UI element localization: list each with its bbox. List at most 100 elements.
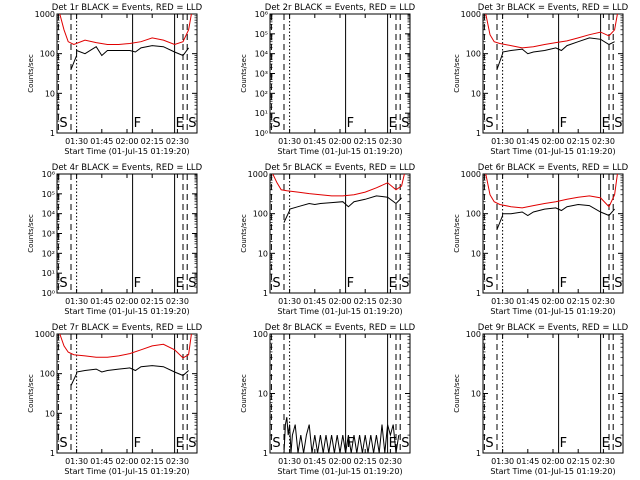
panel-title: Det 3r BLACK = Events, RED = LLD [478, 3, 629, 13]
x-tick-label: 02:00 [541, 297, 564, 306]
event-marker-label: S [614, 436, 622, 451]
y-tick-label: 10² [255, 89, 268, 98]
x-axis-label: Start Time (01-Jul-15 01:19:20) [64, 147, 189, 156]
x-axis-label: Start Time (01-Jul-15 01:19:20) [64, 467, 189, 476]
detector-panel-3: Det 3r BLACK = Events, RED = LLD 1 10 100 10… [453, 3, 629, 156]
event-marker-label: S [59, 436, 67, 451]
y-tick-label: 10 [471, 89, 481, 98]
y-tick-label: 100 [253, 210, 268, 219]
panel-title: Det 4r BLACK = Events, RED = LLD [52, 163, 203, 173]
y-tick-label: 1000 [35, 10, 55, 19]
x-tick-label: 01:30 [65, 137, 88, 146]
y-tick-label: 1 [263, 449, 268, 458]
event-marker-label: S [401, 436, 409, 451]
y-tick-label: 100 [466, 50, 481, 59]
event-marker-label: E [389, 116, 397, 131]
event-marker-label: E [176, 276, 184, 291]
event-marker-label: E [602, 276, 610, 291]
x-tick-label: 02:15 [141, 297, 164, 306]
y-tick-label: 100 [40, 370, 55, 379]
y-tick-label: 1000 [461, 170, 481, 179]
x-tick-label: 02:15 [354, 137, 377, 146]
x-tick-label: 01:45 [90, 457, 113, 466]
y-tick-label: 10¹ [255, 109, 268, 118]
y-tick-label: 10¹ [42, 269, 55, 278]
x-tick-label: 01:45 [516, 457, 539, 466]
x-tick-label: 02:15 [567, 137, 590, 146]
x-tick-label: 02:30 [166, 457, 189, 466]
y-tick-label: 1 [476, 449, 481, 458]
y-tick-label: 10⁵ [255, 30, 268, 39]
x-tick-label: 01:45 [303, 137, 326, 146]
x-tick-label: 02:15 [567, 457, 590, 466]
x-axis-label: Start Time (01-Jul-15 01:19:20) [490, 307, 615, 316]
y-tick-label: 10⁴ [42, 210, 55, 219]
event-marker-label: S [188, 116, 196, 131]
x-tick-label: 01:45 [90, 297, 113, 306]
x-tick-label: 02:00 [328, 297, 351, 306]
y-tick-label: 10 [471, 249, 481, 258]
event-marker-label: S [188, 436, 196, 451]
x-tick-label: 02:15 [141, 457, 164, 466]
detector-panel-8: Det 8r BLACK = Events, RED = LLD 1 10 100 01… [240, 323, 416, 476]
event-rate-line [70, 365, 189, 386]
y-tick-label: 10³ [42, 230, 55, 239]
y-tick-label: 1 [50, 449, 55, 458]
y-axis-label: Counts/sec [240, 54, 248, 93]
x-tick-label: 01:30 [491, 457, 514, 466]
x-tick-label: 02:30 [166, 297, 189, 306]
y-axis-label: Counts/sec [453, 54, 461, 93]
x-tick-label: 02:30 [592, 137, 615, 146]
event-rate-line [283, 417, 400, 453]
event-marker-label: E [176, 116, 184, 131]
x-tick-label: 02:00 [328, 457, 351, 466]
y-tick-label: 10⁴ [255, 50, 268, 59]
panel-title: Det 6r BLACK = Events, RED = LLD [478, 163, 629, 173]
x-tick-label: 01:45 [303, 457, 326, 466]
y-tick-label: 1 [50, 129, 55, 138]
x-tick-label: 02:00 [541, 457, 564, 466]
event-marker-label: E [176, 436, 184, 451]
detector-panel-1: Det 1r BLACK = Events, RED = LLD 1 10 100 10… [27, 3, 203, 156]
event-marker-label: E [602, 436, 610, 451]
y-axis-label: Counts/sec [27, 214, 35, 253]
y-tick-label: 10 [45, 409, 55, 418]
x-tick-label: 02:30 [592, 297, 615, 306]
detector-panel-6: Det 6r BLACK = Events, RED = LLD 1 10 100 10… [453, 163, 629, 316]
x-tick-label: 02:00 [115, 297, 138, 306]
y-tick-label: 10 [45, 89, 55, 98]
detector-panel-9: Det 9r BLACK = Events, RED = LLD 1 10 100 01… [453, 323, 629, 476]
x-tick-label: 01:45 [303, 297, 326, 306]
lld-rate-line [485, 174, 618, 209]
y-axis-label: Counts/sec [240, 214, 248, 253]
y-axis-label: Counts/sec [453, 374, 461, 413]
event-marker-label: S [59, 276, 67, 291]
x-tick-label: 02:15 [141, 137, 164, 146]
x-tick-label: 02:30 [592, 457, 615, 466]
x-tick-label: 01:30 [278, 137, 301, 146]
x-tick-label: 01:30 [278, 297, 301, 306]
y-tick-label: 10 [258, 249, 268, 258]
x-axis-label: Start Time (01-Jul-15 01:19:20) [277, 467, 402, 476]
x-tick-label: 02:30 [379, 137, 402, 146]
x-tick-label: 01:30 [278, 457, 301, 466]
y-tick-label: 10² [42, 249, 55, 258]
x-tick-label: 02:30 [166, 137, 189, 146]
x-tick-label: 02:00 [115, 137, 138, 146]
lld-rate-line [59, 334, 192, 359]
x-tick-label: 02:15 [354, 457, 377, 466]
x-axis-label: Start Time (01-Jul-15 01:19:20) [490, 147, 615, 156]
y-axis-label: Counts/sec [453, 214, 461, 253]
panel-title: Det 2r BLACK = Events, RED = LLD [265, 3, 416, 13]
event-marker-label: S [188, 276, 196, 291]
panel-title: Det 7r BLACK = Events, RED = LLD [52, 323, 203, 333]
y-tick-label: 10⁶ [255, 10, 268, 19]
panel-title: Det 9r BLACK = Events, RED = LLD [478, 323, 629, 333]
y-tick-label: 100 [466, 330, 481, 339]
event-rate-line [496, 37, 615, 70]
y-tick-label: 10 [471, 390, 481, 399]
panel-title: Det 8r BLACK = Events, RED = LLD [265, 323, 416, 333]
event-marker-label: S [272, 116, 280, 131]
event-marker-label: F [347, 116, 354, 131]
y-tick-label: 10⁰ [255, 129, 268, 138]
